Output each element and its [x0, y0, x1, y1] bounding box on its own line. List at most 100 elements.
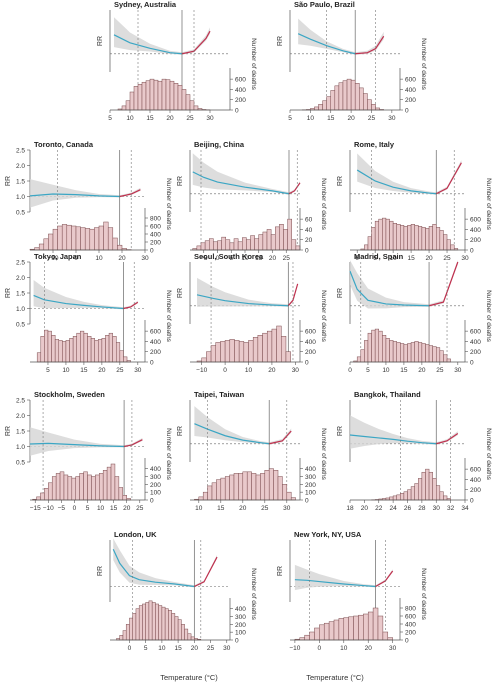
- x-tick-label: 5: [366, 367, 370, 374]
- rr-tick-label: 2.5: [16, 148, 25, 155]
- deaths-axis-label: Number of deaths: [320, 178, 327, 230]
- x-tick-label: 22: [375, 505, 383, 512]
- hist-bar: [51, 335, 56, 363]
- hist-bar: [428, 226, 433, 251]
- x-tick-label: 20: [361, 505, 369, 512]
- hist-bar: [364, 244, 369, 251]
- hist-bar: [246, 471, 252, 501]
- hist-bar: [443, 495, 448, 501]
- deaths-axis-label: Number of deaths: [485, 290, 492, 342]
- hist-bar: [71, 477, 76, 501]
- hist-bar: [270, 234, 276, 251]
- deaths-axis-label: Number of deaths: [165, 290, 172, 342]
- hist-bar: [198, 496, 204, 501]
- panel-title: London, UK: [114, 530, 157, 539]
- x-tick-label: 0: [318, 645, 322, 652]
- deaths-tick-label: 200: [235, 622, 246, 629]
- x-tick-label: 10: [97, 505, 105, 512]
- hist-bar: [304, 634, 310, 641]
- x-tick-label: 5: [144, 645, 148, 652]
- hist-bar: [89, 228, 95, 251]
- hist-bar: [161, 78, 167, 111]
- hist-bar: [418, 342, 423, 363]
- x-tick-label: −5: [200, 255, 208, 262]
- heat-curve: [428, 261, 459, 307]
- hist-bar: [359, 87, 364, 111]
- rr-axis-label: RR: [97, 566, 104, 576]
- hist-bar: [202, 491, 208, 501]
- deaths-axis-label: Number of deaths: [320, 428, 327, 480]
- x-tick-label: 15: [110, 505, 118, 512]
- x-tick-label: 5: [108, 115, 112, 122]
- hist-bar: [84, 228, 91, 251]
- hist-bar: [102, 470, 108, 501]
- hist-bar: [446, 239, 451, 251]
- hist-bar: [260, 473, 266, 501]
- x-tick-label: 20: [425, 255, 433, 262]
- x-tick-label: 5: [229, 255, 233, 262]
- x-tick-label: 25: [443, 255, 451, 262]
- panel-title: Madrid, Spain: [354, 252, 404, 261]
- panel-title: Sydney, Australia: [114, 0, 177, 9]
- hist-bar: [133, 86, 139, 111]
- hist-bar: [436, 347, 441, 363]
- hist-bar: [425, 228, 430, 251]
- hist-bar: [200, 242, 206, 251]
- hist-bar: [264, 470, 270, 501]
- cold-curve: [297, 33, 356, 55]
- hist-bar: [343, 617, 349, 641]
- hist-bar: [385, 338, 390, 363]
- hist-bar: [55, 473, 61, 501]
- hist-bar: [83, 332, 88, 363]
- hist-bar: [137, 84, 143, 111]
- hist-bar: [171, 613, 176, 641]
- x-tick-label: 20: [418, 367, 426, 374]
- x-tick-label: −10: [196, 367, 207, 374]
- hist-bar: [414, 483, 419, 501]
- x-tick-label: 32: [447, 505, 455, 512]
- deaths-tick-label: 400: [470, 477, 481, 484]
- ci-band: [298, 18, 384, 55]
- x-tick-label: 20: [191, 645, 199, 652]
- x-tick-label: 18: [346, 505, 354, 512]
- deaths-axis-label: Number of deaths: [320, 290, 327, 342]
- x-tick-label: 20: [365, 645, 373, 652]
- hist-bar: [421, 227, 426, 251]
- hist-bar: [356, 356, 362, 363]
- hist-bar: [201, 357, 207, 363]
- panel-title: Toronto, Canada: [34, 140, 94, 149]
- rr-tick-label: 1.0: [16, 444, 25, 451]
- ci-band: [30, 427, 143, 456]
- x-tick-label: 20: [118, 255, 126, 262]
- x-tick-label: −15: [30, 505, 41, 512]
- deaths-tick-label: 0: [305, 360, 309, 367]
- hist-bar: [392, 223, 397, 251]
- deaths-tick-label: 400: [305, 466, 316, 473]
- hist-bar: [371, 329, 376, 363]
- hist-bar: [122, 495, 127, 501]
- hist-bar: [119, 350, 124, 363]
- hist-bar: [225, 239, 231, 251]
- x-tick-label: 28: [418, 505, 426, 512]
- hist-bar: [252, 337, 259, 363]
- hist-bar: [348, 616, 354, 641]
- hist-bar: [193, 105, 199, 111]
- hist-bar: [87, 474, 92, 501]
- hist-bar: [101, 338, 106, 363]
- x-tick-label: 10: [126, 115, 134, 122]
- panel-title: Bangkok, Thailand: [354, 390, 421, 399]
- x-tick-label: 5: [46, 367, 50, 374]
- hist-bar: [428, 345, 433, 363]
- deaths-tick-label: 600: [405, 77, 416, 84]
- deaths-tick-label: 0: [470, 360, 474, 367]
- rr-axis-label: RR: [177, 176, 184, 186]
- hist-bar: [360, 349, 365, 363]
- hist-bar: [371, 227, 376, 251]
- deaths-tick-label: 200: [150, 482, 161, 489]
- hist-bar: [233, 238, 239, 251]
- hist-bar: [129, 91, 135, 111]
- hist-bar: [169, 80, 175, 111]
- deaths-axis-label: Number of deaths: [420, 568, 427, 620]
- hist-bar: [387, 637, 393, 641]
